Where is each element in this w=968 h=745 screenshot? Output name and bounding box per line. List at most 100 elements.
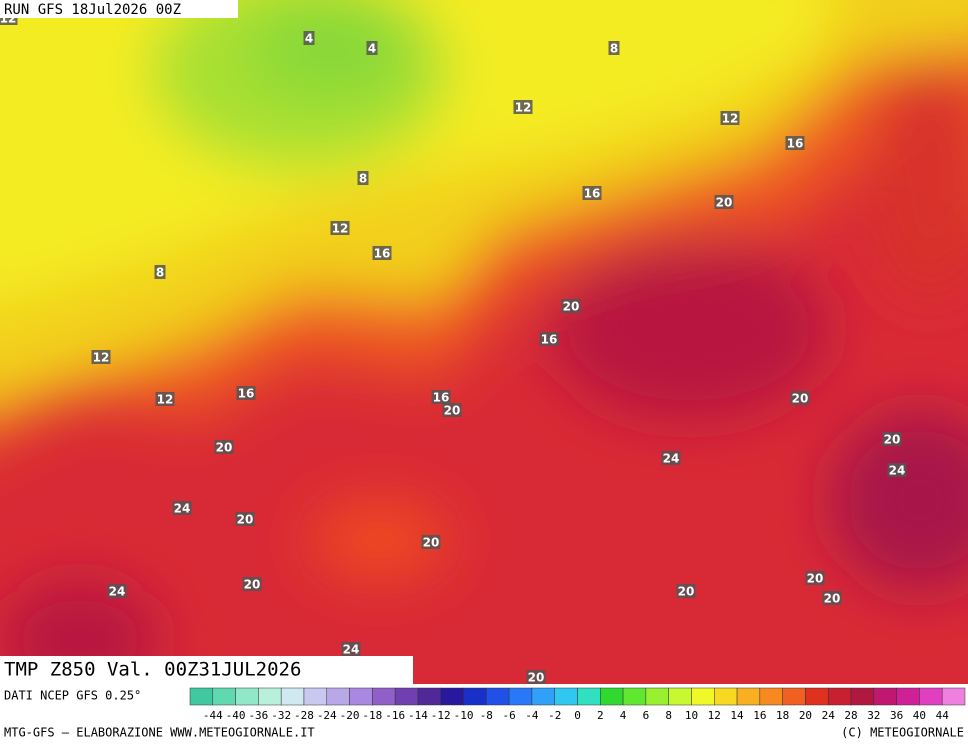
colorbar-label: 12 <box>708 709 721 722</box>
colorbar-swatch <box>941 687 966 706</box>
colorbar-label: -36 <box>248 709 268 722</box>
contour-label: 12 <box>93 351 110 365</box>
colorbar-label: 20 <box>799 709 812 722</box>
contour-label: 20 <box>807 572 824 586</box>
colorbar-swatch <box>645 687 669 706</box>
contour-label: 16 <box>584 187 601 201</box>
colorbar-swatch <box>714 687 738 706</box>
contour-label-box <box>513 100 533 114</box>
colorbar-swatch <box>349 687 373 706</box>
contour-label: 20 <box>216 441 233 455</box>
contour-label-box <box>330 221 350 235</box>
colorbar-swatch <box>622 687 647 706</box>
colorbar-swatch <box>235 687 259 706</box>
contour-label-box <box>303 31 315 45</box>
contour-label-box <box>887 463 907 477</box>
colorbar-swatch <box>759 687 783 706</box>
contour-label: 16 <box>541 333 558 347</box>
contour-label: 12 <box>332 222 349 236</box>
contour-label-box <box>822 591 842 605</box>
colorbar-label: -28 <box>294 709 314 722</box>
contour-label-box <box>720 111 740 125</box>
contour-label-box <box>107 584 127 598</box>
contour-label-box <box>91 350 111 364</box>
contour-label-box <box>608 41 620 55</box>
colorbar-label: -4 <box>525 709 539 722</box>
contour-label: 4 <box>368 42 376 56</box>
colorbar-label: 4 <box>620 709 627 722</box>
colorbar-swatch <box>486 687 510 706</box>
field-box <box>0 656 413 684</box>
header-box <box>0 0 238 18</box>
colorbar-label: -44 <box>203 709 223 722</box>
colorbar-label: -12 <box>431 709 451 722</box>
colorbar-label: 36 <box>890 709 903 722</box>
colorbar-label: 32 <box>867 709 880 722</box>
colorbar: -44 -40 -36 -32 -28 -24 -20 -18 -16 -14 -12 -10 -8 -6… <box>189 687 966 722</box>
contour-label-box <box>155 392 175 406</box>
colorbar-swatch <box>531 687 555 706</box>
colorbar-swatch <box>280 687 305 706</box>
contour-label: 24 <box>663 452 680 466</box>
contour-label-box <box>539 332 559 346</box>
colorbar-swatch <box>827 687 852 706</box>
contour-label: 12 <box>722 112 739 126</box>
contour-label: 16 <box>787 137 804 151</box>
contour-label: 20 <box>528 671 545 685</box>
contour-label: 24 <box>109 585 126 599</box>
contour-label: 8 <box>610 42 618 56</box>
colorbar-swatch <box>805 687 829 706</box>
colorbar-swatch <box>668 687 692 706</box>
colorbar-swatch <box>394 687 419 706</box>
contour-label: 20 <box>563 300 580 314</box>
contour-label: 20 <box>824 592 841 606</box>
contour-label-box <box>526 670 546 684</box>
contour-label-box <box>561 299 581 313</box>
contour-label-box <box>214 440 234 454</box>
colorbar-label: 40 <box>913 709 926 722</box>
contour-label: 16 <box>374 247 391 261</box>
colorbar-swatch <box>896 687 920 706</box>
colorbar-swatch <box>600 687 624 706</box>
contour-label-box <box>785 136 805 150</box>
colorbar-label: -16 <box>385 709 405 722</box>
contour-label: 12 <box>515 101 532 115</box>
contour-label-box <box>582 186 602 200</box>
contour-label: 24 <box>174 502 191 516</box>
contour-label: 20 <box>884 433 901 447</box>
contour-label-box <box>235 512 255 526</box>
colorbar-label: 18 <box>776 709 789 722</box>
colorbar-swatch <box>303 687 328 706</box>
contour-label-box <box>154 265 166 279</box>
colorbar-label: -18 <box>362 709 382 722</box>
colorbar-swatch <box>372 687 396 706</box>
run-label: RUN GFS 18Jul2026 00Z <box>4 2 181 18</box>
field-label: TMP Z850 Val. 00Z31JUL2026 <box>4 659 301 681</box>
colorbar-label: -40 <box>226 709 246 722</box>
contour-label: 16 <box>238 387 255 401</box>
colorbar-swatch <box>554 687 578 706</box>
temperature-field <box>0 0 968 684</box>
colorbar-swatch <box>577 687 601 706</box>
colorbar-label: -20 <box>340 709 360 722</box>
contour-label: 20 <box>423 536 440 550</box>
colorbar-swatch <box>691 687 715 706</box>
colorbar-label: 16 <box>753 709 766 722</box>
colorbar-label: 10 <box>685 709 698 722</box>
contour-label: 20 <box>716 196 733 210</box>
colorbar-label: 8 <box>665 709 672 722</box>
colorbar-label: -8 <box>480 709 493 722</box>
credit: MTG-GFS — ELABORAZIONE WWW.METEOGIORNALE… <box>4 726 315 740</box>
contour-label-box <box>442 403 462 417</box>
colorbar-swatch <box>873 687 897 706</box>
contour-label: 24 <box>343 643 360 657</box>
source: DATI NCEP GFS 0.25° <box>4 689 141 703</box>
contour-label-box <box>242 577 262 591</box>
colorbar-swatch <box>326 687 350 706</box>
colorbar-swatch <box>782 687 806 706</box>
contour-label: 8 <box>156 266 164 280</box>
contour-label-box <box>366 41 378 55</box>
